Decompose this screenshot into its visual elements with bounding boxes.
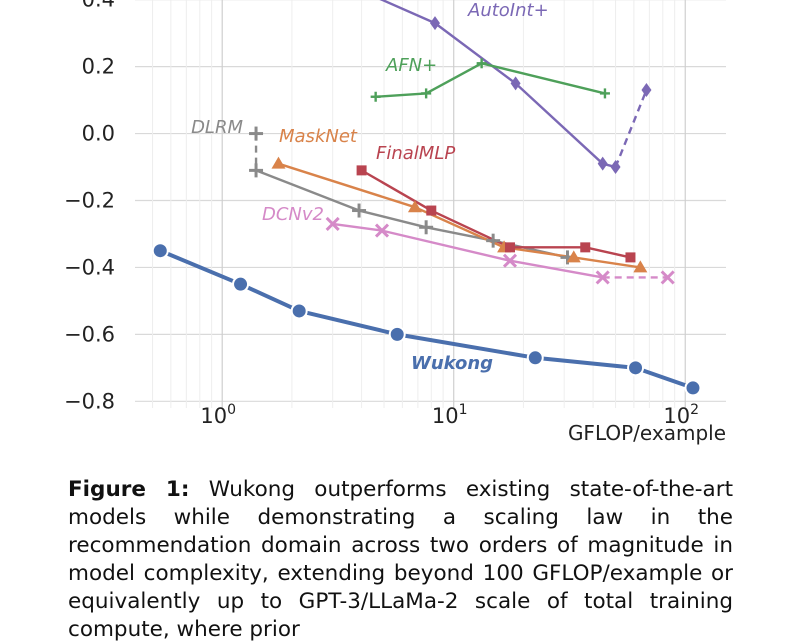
data-point-marker — [370, 91, 381, 102]
data-point-marker — [566, 250, 581, 263]
data-point-marker — [625, 252, 636, 263]
chart-series-labels: AutoInt+ AFN+ DLRM MaskNet FinalMLP DCNv2 Wuko… — [191, 0, 549, 374]
chart-markers — [151, 16, 702, 397]
y-tick-label: −0.8 — [64, 389, 115, 413]
data-point-marker — [249, 126, 264, 141]
y-tick-label: 0.2 — [82, 55, 115, 79]
data-point-marker — [421, 88, 432, 99]
data-point-marker — [633, 260, 648, 273]
y-tick-label: 0.0 — [82, 122, 115, 146]
series-label: DLRM — [191, 117, 243, 138]
y-tick-label: −0.2 — [64, 189, 115, 213]
series-dashed-line — [614, 89, 648, 168]
data-point-marker — [526, 349, 544, 367]
series-line — [332, 222, 603, 279]
series-label: MaskNet — [279, 126, 358, 147]
data-point-marker — [352, 203, 367, 218]
series-label: Wukong — [411, 353, 493, 374]
y-tick-label: −0.6 — [64, 322, 115, 346]
data-point-marker — [684, 379, 702, 397]
data-point-marker — [610, 160, 621, 175]
data-point-marker — [271, 156, 286, 169]
data-point-marker — [476, 58, 487, 69]
data-point-marker — [595, 270, 610, 285]
data-point-marker — [486, 233, 501, 248]
caption-label: Figure 1: — [68, 477, 190, 502]
data-point-marker — [290, 302, 308, 320]
data-point-marker — [504, 242, 515, 253]
x-tick-label: 100 — [200, 402, 236, 428]
data-point-marker — [419, 220, 434, 235]
x-axis-title: GFLOP/example — [568, 421, 726, 445]
series-label: FinalMLP — [376, 143, 455, 164]
data-point-marker — [325, 216, 340, 231]
series-label: DCNv2 — [262, 204, 324, 225]
data-point-marker — [627, 359, 645, 377]
series-line — [379, 0, 616, 169]
data-point-marker — [388, 325, 406, 343]
data-point-marker — [151, 242, 169, 260]
figure-caption: Figure 1: Wukong outperforms existing st… — [68, 476, 733, 644]
data-point-marker — [660, 270, 675, 285]
data-point-marker — [374, 223, 390, 238]
y-tick-label: −0.4 — [64, 255, 115, 279]
data-point-marker — [580, 242, 591, 253]
data-point-marker — [502, 253, 518, 268]
data-point-marker — [232, 275, 250, 293]
data-point-marker — [356, 165, 367, 176]
y-tick-label: 0.4 — [82, 0, 115, 12]
data-point-marker — [429, 16, 440, 31]
x-tick-label: 101 — [432, 402, 468, 428]
data-point-marker — [510, 76, 521, 91]
data-point-marker — [407, 200, 422, 213]
data-point-marker — [426, 205, 437, 216]
data-point-marker — [249, 163, 264, 178]
data-point-marker — [641, 83, 652, 98]
data-point-marker — [599, 88, 610, 99]
series-line — [375, 62, 606, 98]
series-label: AutoInt+ — [467, 0, 549, 21]
data-point-marker — [597, 156, 608, 171]
series-label: AFN+ — [385, 55, 437, 76]
